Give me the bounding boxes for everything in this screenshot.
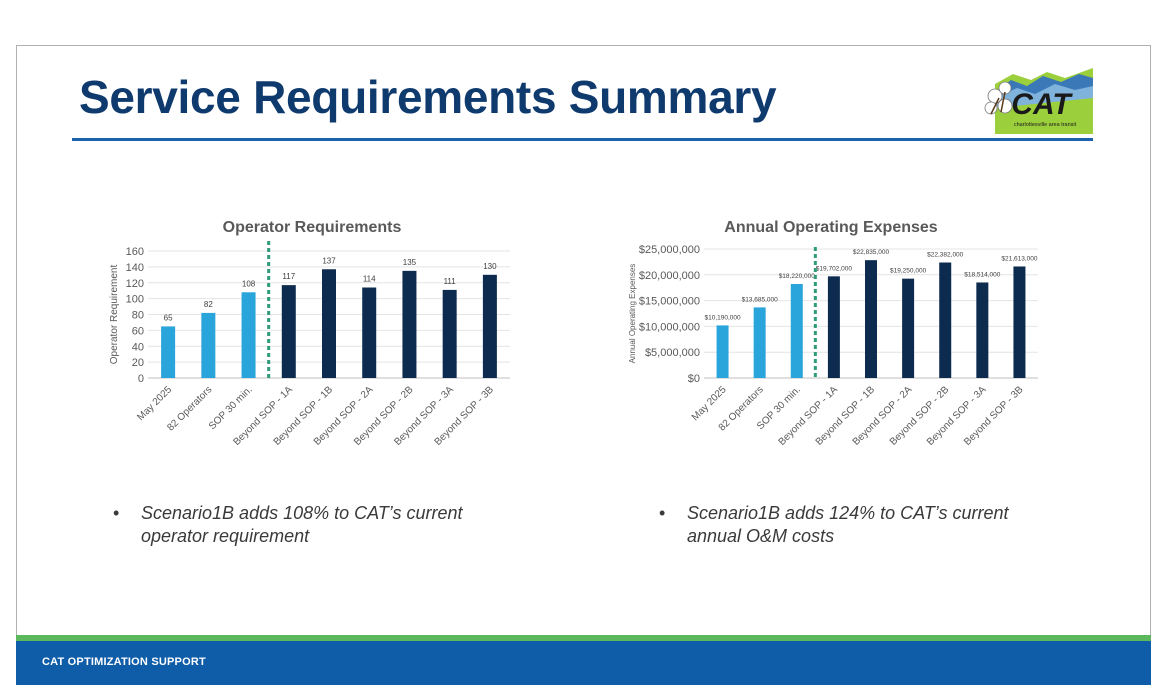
chart-title: Annual Operating Expenses: [724, 219, 937, 236]
footer-accent-stripe: [16, 635, 1151, 641]
y-tick-label: $20,000,000: [639, 270, 700, 282]
logo-tagline: charlottesville area transit: [1014, 122, 1077, 128]
bullet-text: Scenario1B adds 124% to CAT’s current an…: [687, 503, 1009, 546]
y-tick-label: 140: [126, 262, 144, 274]
y-tick-label: $25,000,000: [639, 244, 700, 256]
y-tick-label: 100: [126, 294, 144, 306]
bar: [790, 283, 803, 378]
bar: [716, 325, 729, 378]
title-underline: [72, 138, 1093, 141]
bullet-dot-icon: •: [659, 503, 666, 523]
bullet-text: Scenario1B adds 108% to CAT’s current op…: [141, 503, 463, 546]
footer-bar: [16, 641, 1151, 685]
bar: [902, 278, 915, 378]
y-tick-label: 80: [132, 310, 144, 322]
y-axis-label: Operator Requirement: [109, 265, 120, 365]
bar: [827, 276, 840, 378]
y-tick-label: 60: [132, 325, 144, 337]
data-label: 65: [164, 313, 173, 322]
logo-wordmark: CAT: [1011, 88, 1073, 121]
bullet-expenses: • Scenario1B adds 124% to CAT’s current …: [659, 502, 1047, 548]
bar: [482, 274, 497, 378]
data-label: $18,220,000: [779, 273, 816, 280]
data-label: 114: [363, 275, 376, 284]
bar: [753, 307, 766, 378]
cat-logo: CAT charlottesville area transit: [983, 68, 1093, 134]
data-label: $19,702,000: [816, 265, 853, 272]
bar: [241, 292, 256, 378]
annual-operating-expenses-chart: Annual Operating Expenses $0 $5,000,000 $10…: [620, 205, 1060, 465]
y-tick-label: $5,000,000: [645, 347, 700, 359]
data-label: $18,514,000: [964, 271, 1001, 278]
operator-requirements-chart: Operator Requirements 0 20 40 60 80 100 120 140 1…: [100, 205, 520, 465]
bar: [865, 260, 877, 378]
y-tick-label: 40: [132, 341, 144, 353]
slide-title: Service Requirements Summary: [79, 71, 777, 123]
bar: [322, 269, 336, 378]
bullet-operators: • Scenario1B adds 108% to CAT’s current …: [113, 502, 501, 548]
data-label: $21,613,000: [1001, 255, 1038, 262]
bar: [976, 282, 989, 378]
bullet-dot-icon: •: [113, 503, 120, 523]
data-label: $10,190,000: [704, 314, 741, 321]
y-axis-label: Annual Operating Expenses: [628, 264, 637, 364]
y-tick-label: 20: [132, 357, 144, 369]
data-label: 135: [403, 258, 417, 267]
bar: [939, 262, 952, 378]
y-tick-label: 120: [126, 278, 144, 290]
chart-title: Operator Requirements: [223, 219, 402, 236]
data-label: $19,250,000: [890, 268, 927, 275]
bar: [362, 287, 377, 378]
x-tick-label: May 2025: [135, 384, 174, 423]
y-tick-label: $10,000,000: [639, 321, 700, 333]
y-tick-label: $15,000,000: [639, 296, 700, 308]
x-tick-label: May 2025: [690, 384, 729, 423]
data-label: 130: [483, 262, 497, 271]
data-label: 137: [322, 256, 336, 265]
y-tick-label: 0: [138, 373, 144, 385]
bar: [201, 312, 216, 378]
data-label: $22,835,000: [853, 249, 890, 256]
bar: [442, 289, 457, 378]
data-label: 111: [444, 277, 457, 286]
footer-label: CAT OPTIMIZATION SUPPORT: [42, 656, 206, 668]
y-tick-label: $0: [688, 373, 700, 385]
data-label: $13,685,000: [742, 296, 779, 303]
data-label: 108: [242, 279, 256, 288]
data-label: $22,382,000: [927, 252, 964, 259]
data-label: 117: [282, 272, 295, 281]
y-tick-label: 160: [126, 246, 144, 258]
bar: [1013, 266, 1026, 378]
data-label: 82: [204, 300, 213, 309]
bar: [281, 285, 296, 378]
bar: [402, 270, 417, 378]
bar: [161, 326, 176, 378]
